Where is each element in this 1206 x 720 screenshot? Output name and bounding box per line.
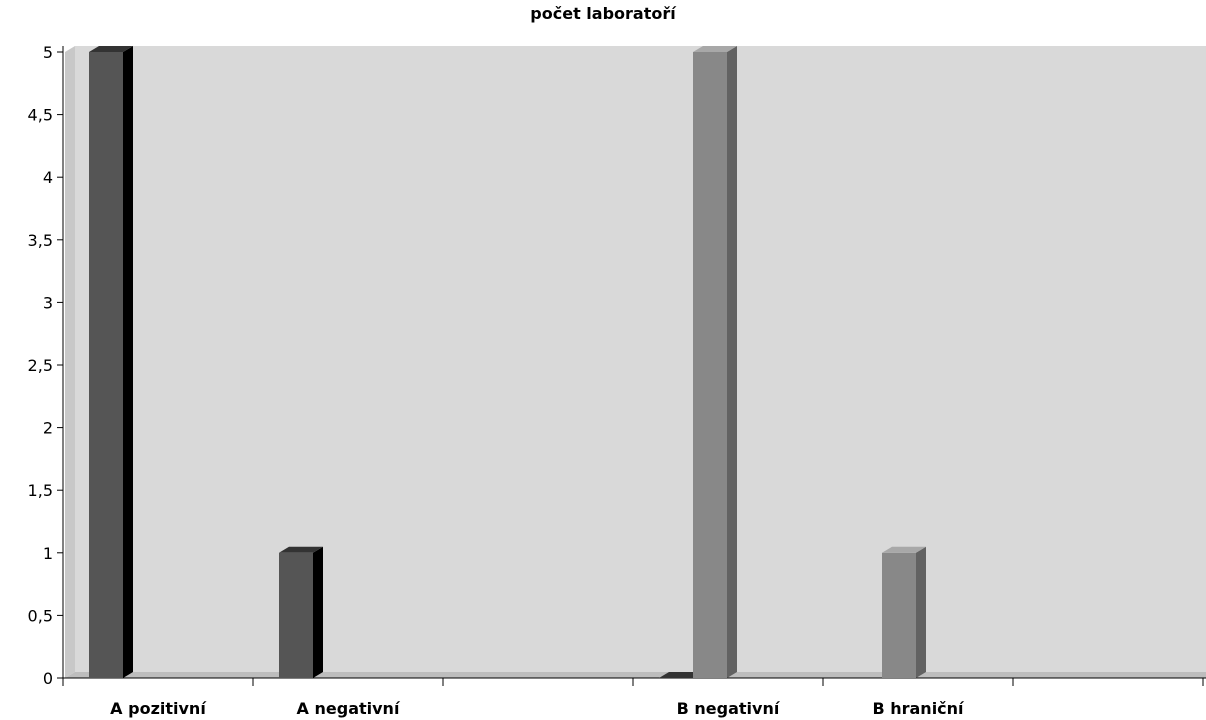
bar-front [882,552,916,678]
bar-top [89,46,133,52]
plot-floor [65,672,1206,678]
bar-front [89,52,123,678]
bar-top [693,46,737,52]
plot-back-wall [75,46,1206,672]
x-tick-label: B negativní [677,699,781,718]
y-tick-label: 0 [43,669,53,688]
x-tick-label: A negativní [297,699,401,718]
y-tick-label: 3 [43,293,53,312]
y-tick-label: 0,5 [28,606,53,625]
bar-front [279,552,313,678]
bar-side [123,46,133,678]
bar-side [916,546,926,678]
y-tick-label: 1,5 [28,481,53,500]
bar-top [659,672,703,678]
bar-side [727,46,737,678]
y-tick-label: 4,5 [28,106,53,125]
bar-front [693,52,727,678]
y-tick-label: 4 [43,168,53,187]
bar-top [279,546,323,553]
y-tick-label: 5 [43,43,53,62]
bar-top [882,546,926,553]
plot-side-wall [65,46,75,678]
y-tick-label: 3,5 [28,231,53,250]
y-tick-label: 2,5 [28,356,53,375]
x-tick-label: B hraniční [872,699,965,718]
chart-title: počet laboratoří [530,4,676,23]
y-tick-label: 2 [43,419,53,438]
y-tick-label: 1 [43,544,53,563]
bar-side [313,546,323,678]
x-tick-label: A pozitivní [110,699,207,718]
